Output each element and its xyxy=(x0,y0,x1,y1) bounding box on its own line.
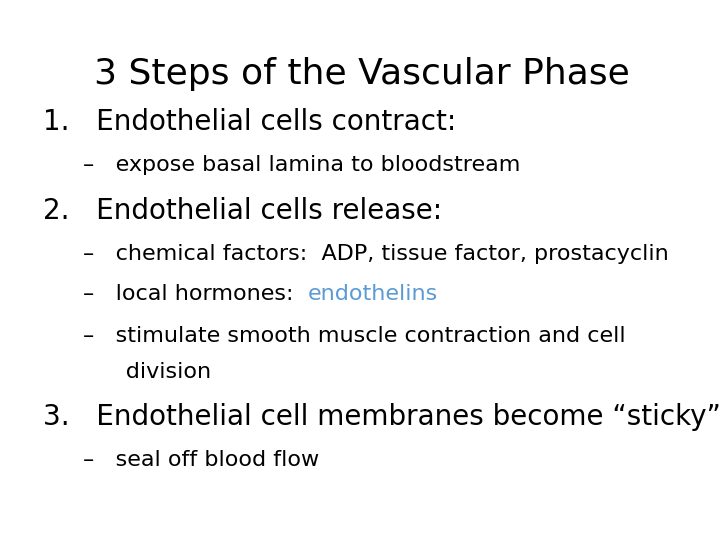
Text: –   expose basal lamina to bloodstream: – expose basal lamina to bloodstream xyxy=(83,154,520,175)
Text: –   local hormones:: – local hormones: xyxy=(83,284,307,305)
Text: –   seal off blood flow: – seal off blood flow xyxy=(83,450,319,470)
Text: 3 Steps of the Vascular Phase: 3 Steps of the Vascular Phase xyxy=(94,57,629,91)
Text: division: division xyxy=(83,361,211,382)
Text: 3.   Endothelial cell membranes become “sticky”:: 3. Endothelial cell membranes become “st… xyxy=(43,403,720,431)
Text: –   stimulate smooth muscle contraction and cell: – stimulate smooth muscle contraction an… xyxy=(83,326,626,346)
Text: –   chemical factors:  ADP, tissue factor, prostacyclin: – chemical factors: ADP, tissue factor, … xyxy=(83,244,669,264)
Text: 2.   Endothelial cells release:: 2. Endothelial cells release: xyxy=(43,197,442,225)
Text: endothelins: endothelins xyxy=(307,284,438,305)
Text: 1.   Endothelial cells contract:: 1. Endothelial cells contract: xyxy=(43,107,456,136)
